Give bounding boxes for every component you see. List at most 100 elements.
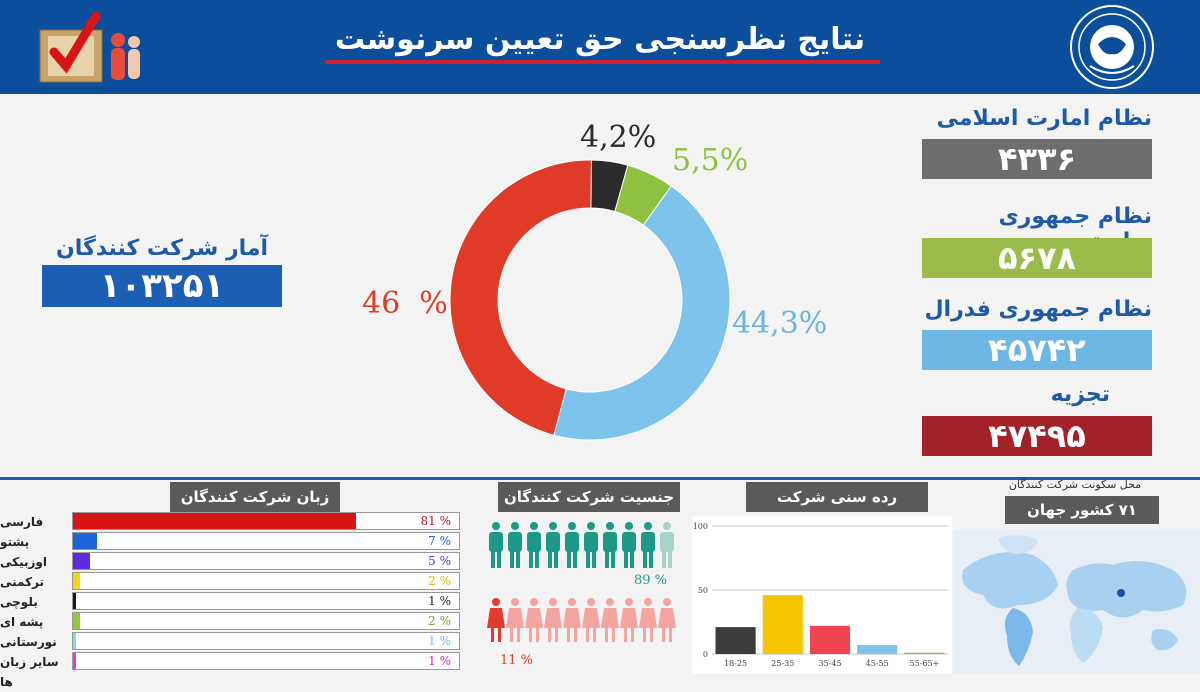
language-row: سایر زبان ها 1 %: [0, 652, 460, 689]
female-person-icon: [639, 598, 657, 642]
header-bar: نتایج نظرسنجی حق تعیین سرنوشت: [0, 0, 1200, 94]
language-bar: [73, 573, 80, 589]
result-label-presidential: نظام جمهوری ریاستی: [998, 204, 1152, 254]
language-percent: 5 %: [428, 554, 451, 568]
female-person-icon: [487, 598, 505, 642]
donut-slice-2: [553, 185, 731, 441]
language-name: اوزبیکی: [0, 555, 48, 569]
result-label-emirate: نظام امارت اسلامی: [936, 106, 1152, 131]
language-bar: [73, 513, 356, 529]
male-person-icon: [641, 522, 655, 568]
language-percent: 2 %: [428, 614, 451, 628]
title-underline: [325, 60, 880, 64]
language-track: 2 %: [72, 612, 460, 630]
language-track: 2 %: [72, 572, 460, 590]
gender-pictograph: [484, 520, 694, 670]
male-person-icon: [660, 522, 674, 568]
language-panel-title: زبان شرکت کنندگان: [170, 482, 340, 512]
female-percent: 11 %: [500, 653, 534, 668]
language-bar: [73, 633, 77, 649]
male-person-icon: [622, 522, 636, 568]
language-row: اوزبیکی 5 %: [0, 552, 460, 572]
language-bar: [73, 593, 77, 609]
age-xtick: 18-25: [724, 659, 747, 668]
age-xtick: 35-45: [818, 659, 841, 668]
age-bar: [904, 652, 945, 654]
results-donut-chart: [449, 159, 731, 441]
language-name: ترکمنی: [0, 575, 45, 589]
language-track: 7 %: [72, 532, 460, 550]
male-person-icon: [565, 522, 579, 568]
age-xtick: 55-65+: [910, 659, 940, 668]
language-track: 81 %: [72, 512, 460, 530]
female-person-icon: [620, 598, 638, 642]
language-name: نورستانی: [0, 635, 57, 649]
male-person-icon: [603, 522, 617, 568]
location-value: ۷۱ کشور جهان: [1005, 496, 1159, 524]
donut-label-emirate: 4,2%: [580, 120, 657, 155]
result-value-federal: ۴۵۷۴۲: [922, 330, 1152, 370]
donut-label-partition: 46 %: [362, 286, 448, 321]
age-bar-chart: 0 50 100 18-25 25-35 35-45 45-55 55-65+: [692, 516, 952, 674]
male-percent: 89 %: [634, 573, 668, 588]
female-person-icon: [525, 598, 543, 642]
donut-label-presidential: 5,5%: [672, 143, 749, 178]
age-xtick: 45-55: [866, 659, 889, 668]
language-name: پشه ای: [0, 615, 44, 629]
world-map: [953, 530, 1200, 674]
language-row: نورستانی 1 %: [0, 632, 460, 652]
result-label-federal: نظام جمهوری فدرال: [924, 297, 1152, 322]
participants-value: ۱۰۳۲۵۱: [42, 265, 282, 307]
language-name: بلوچی: [0, 595, 38, 609]
female-person-icon: [601, 598, 619, 642]
age-ytick: 50: [698, 586, 708, 595]
language-row: پشه ای 2 %: [0, 612, 460, 632]
language-percent: 1 %: [428, 654, 451, 668]
male-person-icon: [508, 522, 522, 568]
language-track: 1 %: [72, 592, 460, 610]
age-panel-title: رده سنی شرکت کنندگان: [746, 482, 928, 536]
language-name: پشتو: [0, 535, 30, 549]
male-person-icon: [584, 522, 598, 568]
age-xtick: 25-35: [771, 659, 794, 668]
male-person-icon: [527, 522, 541, 568]
female-person-icon: [563, 598, 581, 642]
language-percent: 1 %: [428, 634, 451, 648]
age-ytick: 100: [693, 522, 708, 531]
language-row: فارسی 81 %: [0, 512, 460, 532]
language-row: پشتو 7 %: [0, 532, 460, 552]
section-divider: [0, 477, 1200, 480]
result-value-emirate: ۴۳۳۶: [922, 139, 1152, 179]
language-bar: [73, 553, 91, 569]
age-ytick: 0: [703, 650, 708, 659]
result-value-presidential: ۵۶۷۸: [922, 238, 1152, 278]
gender-panel-title: جنسیت شرکت کنندگان: [498, 482, 680, 512]
party-seal-icon: [1070, 5, 1154, 89]
language-percent: 7 %: [428, 534, 451, 548]
result-label-partition: تجزیه: [1050, 382, 1110, 407]
female-person-icon: [544, 598, 562, 642]
language-percent: 1 %: [428, 594, 451, 608]
donut-label-federal: 44,3%: [732, 306, 828, 341]
male-person-icon: [489, 522, 503, 568]
result-value-partition: ۴۷۴۹۵: [922, 416, 1152, 456]
language-track: 1 %: [72, 652, 460, 670]
participants-label: آمار شرکت کنندگان: [55, 236, 269, 261]
language-bar: [73, 653, 77, 669]
female-person-icon: [582, 598, 600, 642]
language-row: بلوچی 1 %: [0, 592, 460, 612]
age-bar: [762, 595, 803, 654]
age-bar: [857, 645, 898, 654]
location-title: محل سکونت شرکت کنندگان: [1008, 478, 1142, 491]
male-person-icon: [546, 522, 560, 568]
language-track: 1 %: [72, 632, 460, 650]
female-person-icon: [506, 598, 524, 642]
language-name: فارسی: [0, 515, 44, 529]
language-bar: [73, 533, 98, 549]
language-percent: 81 %: [420, 514, 452, 528]
language-row: ترکمنی 2 %: [0, 572, 460, 592]
age-bar: [715, 627, 756, 654]
language-bar: [73, 613, 80, 629]
ballot-box-icon: [39, 11, 140, 83]
age-bar: [809, 625, 851, 654]
